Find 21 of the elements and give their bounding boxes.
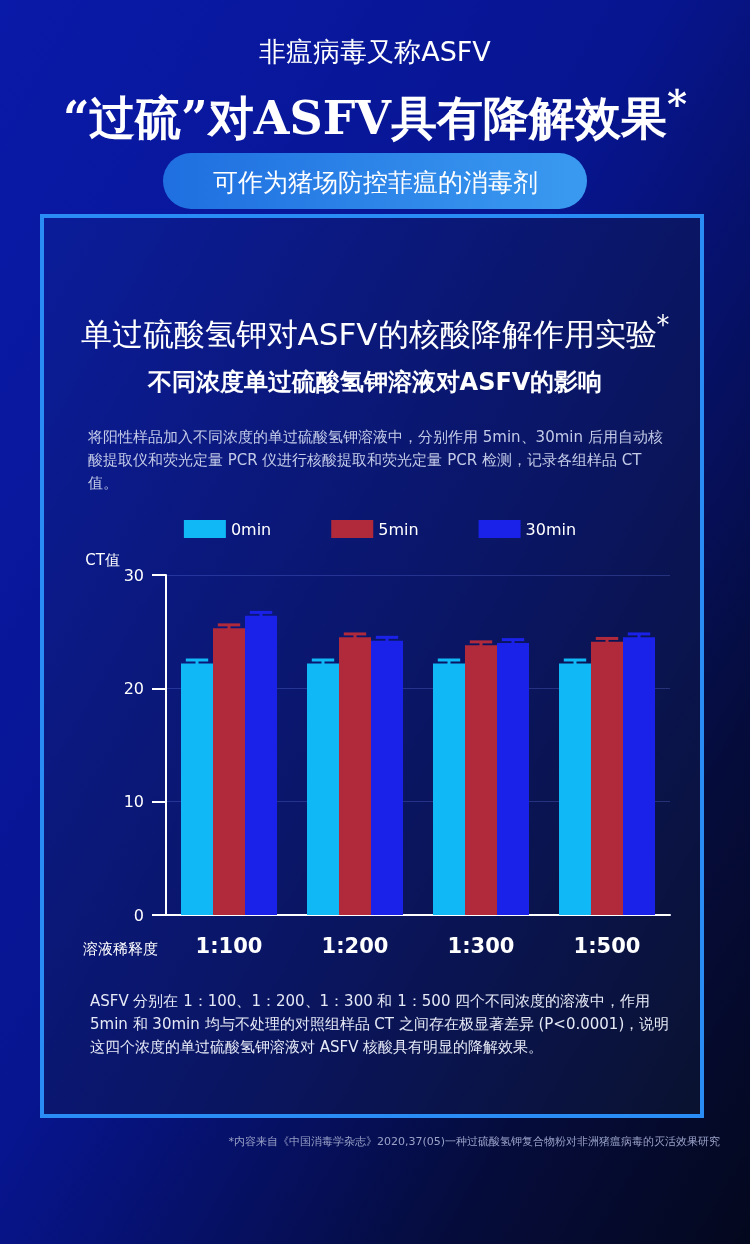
x-tick-label: 1:200 (321, 933, 389, 958)
legend-label: 5min (378, 519, 419, 539)
x-tick-label: 1:100 (195, 933, 263, 958)
legend-label: 30min (525, 519, 577, 539)
text: *内容来自《中国消毒学杂志》2020,37(05)一种过硫酸氢钾复合物粉对非洲猪瘟病毒的灭活效果研究 (227, 1134, 720, 1149)
text: ASFV 分别在 1：100、1：200、1：300 和 1：500 四个不同浓度的溶液中，作用 5min 和 30min 均与不处理的对照组样品 CT 之间存在极显著差异 (P<0.0001)，说明这四个浓度的单过硫酸氢钾溶液对 ASFV 核酸具有明显的降解效果。 (90, 991, 670, 1058)
y-tick-label: 30 (123, 565, 144, 585)
text: 将阳性样品加入不同浓度的单过硫酸氢钾溶液中，分别作用 5min、30min 后用自动核酸提取仪和荧光定量 PCR 仪进行核酸提取和荧光定量 PCR 检测，记录各组样品 CT 值。 (88, 427, 664, 494)
y-tick-label: 10 (123, 792, 144, 812)
y-tick-label: 20 (123, 678, 144, 698)
x-axis-title: 溶液稀释度 (83, 939, 158, 958)
x-tick-label: 1:500 (573, 933, 641, 958)
text: 非瘟病毒又称ASFV (258, 35, 492, 69)
chart-subtitle: 不同浓度单过硫酸氢钾溶液对ASFV的影响 (146, 367, 604, 398)
chart-title: 单过硫酸氢钾对ASFV的核酸降解作用实验$^{*}$ (79, 310, 671, 355)
y-axis-title: CT值 (85, 550, 120, 569)
legend-label: 0min (230, 519, 272, 539)
x-tick-label: 1:300 (447, 933, 515, 958)
y-tick-label: 0 (133, 905, 144, 925)
text: 可作为猪场防控菲瘟的消毒剂 (211, 167, 539, 199)
text: “过硫”对ASFV具有降解效果$^{*}$ (61, 82, 689, 148)
